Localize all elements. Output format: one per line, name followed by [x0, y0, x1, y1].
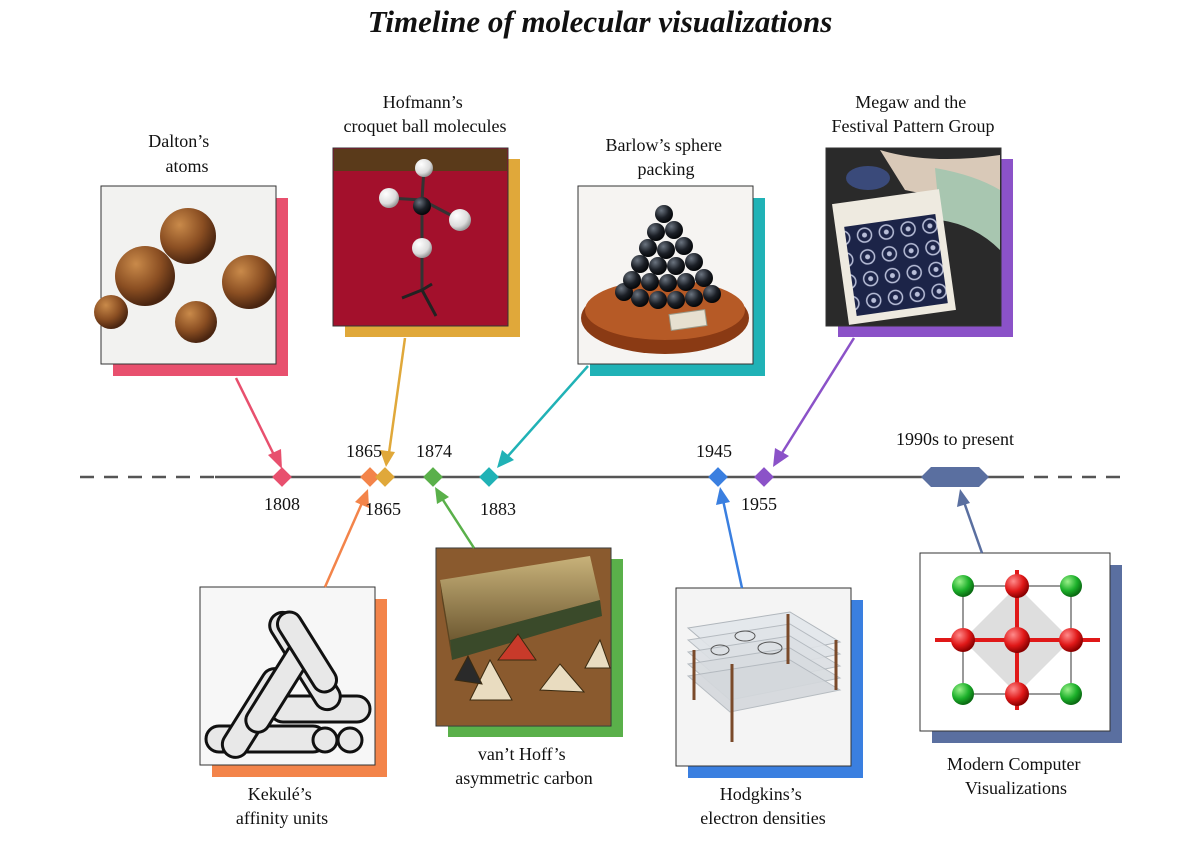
fabric-pattern-photo [832, 150, 1000, 325]
barlow-label: Barlow’s sphere packing [606, 135, 727, 179]
hofmann-label: Hofmann’s croquet ball molecules [344, 92, 507, 136]
year-1990s-to-present: 1990s to present [896, 429, 1014, 449]
megaw-card [825, 147, 1013, 337]
year-1883: 1883 [480, 499, 516, 519]
year-1865-hofmann: 1865 [346, 441, 382, 461]
year-1865-kekule: 1865 [365, 499, 401, 519]
modern-card [919, 552, 1122, 743]
dalton-arrow [234, 377, 282, 469]
hodgkin-card [675, 587, 863, 778]
page-title: Timeline of molecular visualizations [367, 4, 833, 39]
dalton-label: Dalton’s atoms [148, 131, 214, 176]
marker-1865-hofmann [375, 467, 395, 487]
marker-1808 [272, 467, 292, 487]
marker-1874 [423, 467, 443, 487]
marker-1955 [754, 467, 774, 487]
year-1955: 1955 [741, 494, 777, 514]
affinity-units-engraving [204, 610, 372, 759]
vanthoff-arrow [435, 487, 476, 549]
year-1874: 1874 [416, 441, 452, 461]
marker-1945 [708, 467, 728, 487]
modern-arrow [957, 489, 984, 554]
barlow-card [577, 185, 765, 376]
vanthoff-label: van’t Hoff’s asymmetric carbon [455, 744, 592, 788]
marker-1883 [479, 467, 499, 487]
megaw-label: Megaw and the Festival Pattern Group [832, 92, 995, 136]
sphere-packing-photo [581, 205, 749, 354]
hodgkin-arrow [716, 487, 744, 589]
connector-arrows [234, 337, 984, 589]
year-1808: 1808 [264, 494, 300, 514]
croquet-ball-model-photo [334, 149, 507, 317]
hofmann-arrow [380, 337, 407, 467]
barlow-arrow [497, 365, 589, 468]
hodgkin-label: Hodgkins’s electron densities [700, 784, 825, 828]
dalton-atoms-photo [94, 208, 276, 343]
tetrahedra-box-photo [437, 549, 611, 725]
hofmann-card [332, 147, 520, 337]
megaw-arrow [773, 337, 856, 467]
electron-density-stack-photo [686, 611, 842, 742]
year-labels: 1808 1865 1865 1874 1883 1945 1955 1990s… [264, 429, 1014, 519]
marker-1990s-to-present [921, 467, 989, 487]
marker-1865-kekule [360, 467, 380, 487]
dalton-card [94, 185, 288, 376]
crystal-lattice-render [935, 570, 1100, 710]
modern-label: Modern Computer Visualizations [947, 754, 1085, 798]
timeline-markers [272, 467, 989, 487]
kekule-label: Kekulé’s affinity units [236, 784, 328, 828]
kekule-card [199, 586, 387, 777]
kekule-arrow [323, 489, 369, 588]
vanthoff-card [435, 547, 623, 737]
year-1945: 1945 [696, 441, 732, 461]
